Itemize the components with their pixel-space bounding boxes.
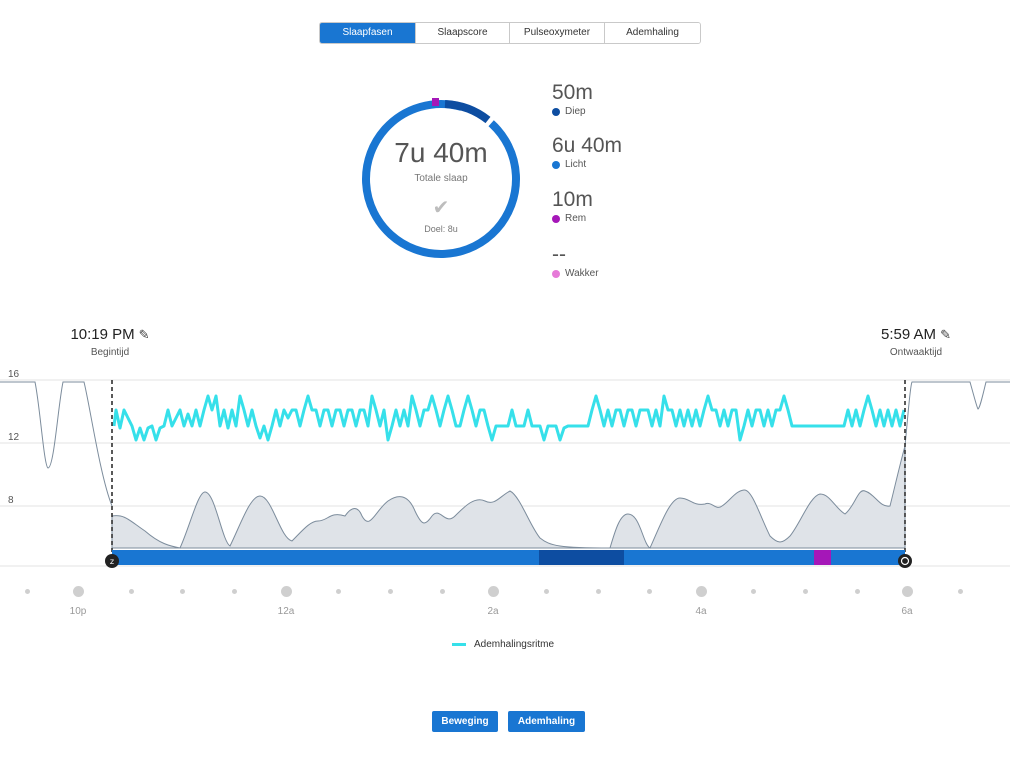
sleep-ring: 7u 40m Totale slaap ✔ Doel: 8u — [358, 96, 524, 262]
start-time: 10:19 PM — [70, 326, 135, 343]
total-sleep-label: Totale slaap — [414, 173, 468, 184]
sleep-ring-graphic — [362, 98, 520, 258]
time-axis: 10p 12a 2a 4a 6a — [0, 585, 1024, 625]
sleep-chart: 16 12 8 z — [0, 369, 1010, 568]
pencil-icon[interactable]: ✎ — [138, 327, 150, 342]
axis-dot — [440, 589, 445, 594]
bedtime-handle-icon[interactable]: z — [105, 554, 119, 568]
stage-light-value: 6u 40m — [552, 134, 623, 157]
stage-bar-light — [112, 550, 539, 565]
axis-dot — [336, 589, 341, 594]
axis-dot-major — [696, 586, 707, 597]
stage-bar-light — [831, 550, 905, 565]
stage-awake-value: -- — [552, 243, 566, 266]
x-tick-label: 12a — [277, 606, 295, 617]
breathing-button[interactable]: Ademhaling — [508, 711, 585, 732]
breathing-rate-line — [112, 394, 906, 442]
axis-dot — [596, 589, 601, 594]
axis-dot-major — [902, 586, 913, 597]
check-icon: ✔ — [432, 197, 450, 219]
deep-dot-icon — [552, 107, 560, 116]
alarm-handle-icon[interactable] — [898, 554, 912, 568]
end-time-label: Ontwaaktijd — [889, 347, 943, 358]
chart-legend: Ademhalingsritme — [452, 639, 554, 650]
pencil-icon[interactable]: ✎ — [940, 327, 951, 342]
axis-dot — [232, 589, 237, 594]
stage-rem-value: 10m — [552, 188, 593, 211]
stage-awake-label: Wakker — [565, 268, 599, 279]
start-time-label: Begintijd — [90, 347, 130, 358]
stage-bar-rem — [814, 550, 831, 565]
tab-pulseoxymeter[interactable]: Pulseoxymeter — [509, 23, 604, 43]
end-time: 5:59 AM — [881, 326, 937, 343]
axis-dot — [25, 589, 30, 594]
x-tick-label: 6a — [901, 606, 913, 617]
axis-dot — [388, 589, 393, 594]
stage-bar-deep — [539, 550, 624, 565]
y-tick-label: 8 — [8, 495, 14, 506]
legend-label: Ademhalingsritme — [474, 639, 555, 650]
y-tick-label: 12 — [8, 432, 20, 443]
movement-line-right — [904, 381, 1010, 447]
movement-button[interactable]: Beweging — [432, 711, 498, 732]
axis-dot — [647, 589, 652, 594]
x-tick-label: 10p — [69, 606, 87, 617]
stage-deep-label: Diep — [565, 106, 586, 117]
axis-dot — [751, 589, 756, 594]
axis-dot — [129, 589, 134, 594]
tab-slaapscore[interactable]: Slaapscore — [415, 23, 509, 43]
stage-awake: -- Wakker — [552, 244, 599, 279]
axis-dot — [958, 589, 963, 594]
axis-dot — [544, 589, 549, 594]
movement-line-left — [0, 381, 113, 507]
axis-dot-major — [488, 586, 499, 597]
axis-dot — [180, 589, 185, 594]
movement-area — [111, 445, 906, 549]
svg-text:z: z — [110, 557, 114, 566]
awake-dot-icon — [552, 269, 560, 278]
stage-rem-label: Rem — [565, 213, 587, 224]
stage-rem: 10m Rem — [552, 189, 593, 224]
stage-bar-light — [624, 550, 814, 565]
total-sleep-value: 7u 40m — [394, 137, 488, 168]
sleep-goal: Doel: 8u — [424, 224, 458, 234]
stage-deep-value: 50m — [552, 81, 593, 104]
axis-dot — [855, 589, 860, 594]
stage-light-label: Licht — [565, 159, 587, 170]
stage-light: 6u 40m Licht — [552, 135, 622, 170]
end-time-block: 5:59 AM ✎ Ontwaaktijd — [856, 326, 976, 358]
x-tick-label: 4a — [695, 606, 707, 617]
tab-slaapfasen[interactable]: Slaapfasen — [320, 23, 415, 43]
start-time-block: 10:19 PM ✎ Begintijd — [50, 326, 170, 358]
view-tabs: Slaapfasen Slaapscore Pulseoxymeter Adem… — [319, 22, 701, 44]
tab-ademhaling[interactable]: Ademhaling — [604, 23, 700, 43]
light-dot-icon — [552, 160, 560, 169]
y-tick-label: 16 — [8, 369, 20, 380]
axis-dot-major — [73, 586, 84, 597]
stage-deep: 50m Diep — [552, 82, 593, 117]
axis-dot — [803, 589, 808, 594]
axis-dot-major — [281, 586, 292, 597]
rem-dot-icon — [552, 214, 560, 223]
legend-swatch — [452, 643, 466, 646]
x-tick-label: 2a — [487, 606, 499, 617]
